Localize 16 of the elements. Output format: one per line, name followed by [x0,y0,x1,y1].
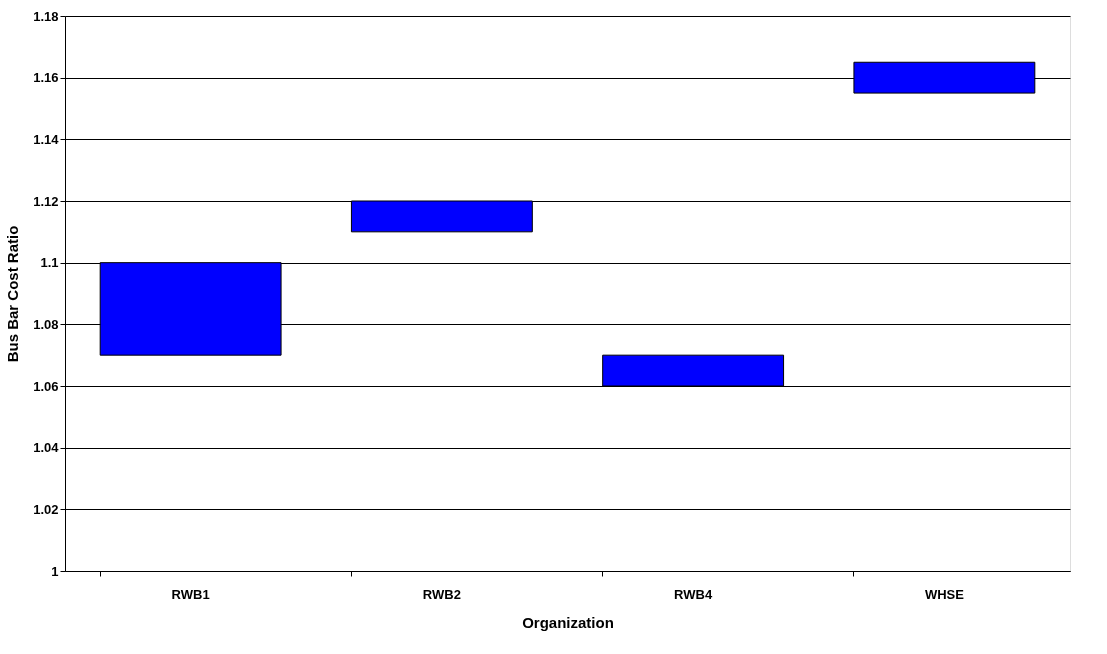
y-tick-label: 1.16 [33,70,59,86]
y-tick-label: 1.06 [33,378,59,394]
x-tick-label: RWB4 [674,586,713,602]
y-tick-label: 1.1 [40,255,59,271]
x-tick-label: RWB1 [171,586,210,602]
y-tick-label: 1 [51,563,59,579]
x-tick-label: WHSE [924,586,965,602]
y-tick-label: 1.14 [33,131,60,147]
y-tick-label: 1.02 [33,501,59,517]
x-axis-title: Organization [522,613,614,631]
y-tick-label: 1.18 [33,8,59,24]
y-tick-label: 1.12 [33,193,59,209]
y-tick-label: 1.08 [33,316,59,332]
y-tick-label: 1.04 [33,440,60,456]
x-tick-label: RWB2 [422,586,461,602]
y-axis-title: Bus Bar Cost Ratio [4,225,22,363]
